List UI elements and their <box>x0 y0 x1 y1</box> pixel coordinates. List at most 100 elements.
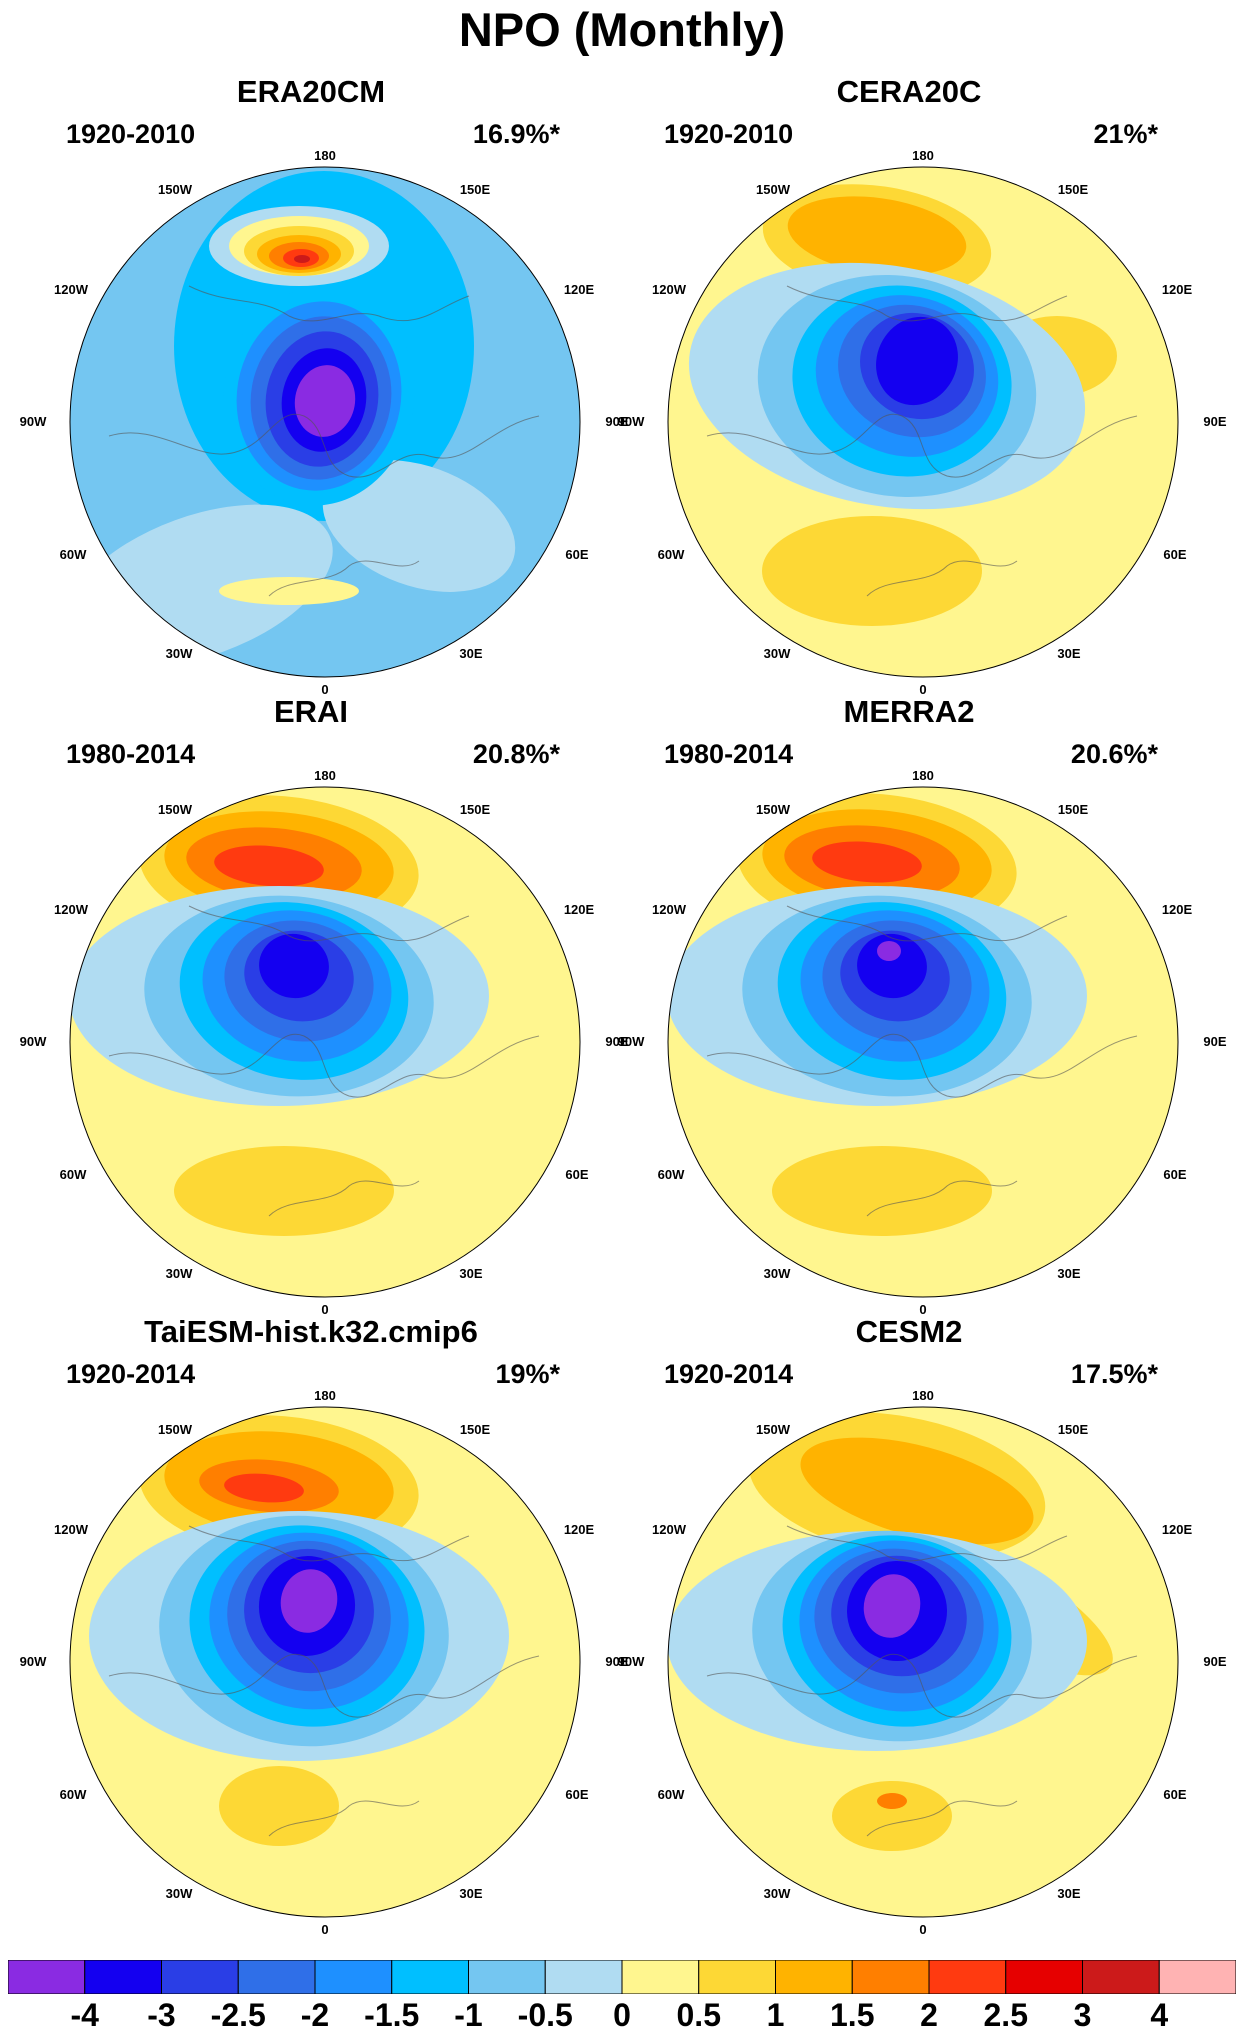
longitude-label: 60E <box>1163 547 1187 562</box>
longitude-label: 60E <box>565 547 589 562</box>
longitude-label: 30E <box>459 646 483 661</box>
colorbar-swatch <box>314 1960 393 1994</box>
colorbar-tick-label: 0.5 <box>676 1997 721 2033</box>
longitude-label: 150E <box>459 802 491 817</box>
contour-region <box>224 1473 304 1503</box>
contour-region <box>219 577 359 605</box>
longitude-label: 150W <box>756 1422 790 1437</box>
colorbar-tick-label: -1.5 <box>364 1997 420 2033</box>
contour-region <box>863 1574 921 1638</box>
panel-variance: 21%* <box>1093 119 1158 149</box>
coastline <box>108 1525 540 1837</box>
longitude-label: 90E <box>605 1034 629 1049</box>
longitude-label: 120W <box>652 282 686 297</box>
colorbar-tick-label: 0 <box>613 1997 631 2033</box>
longitude-label: 150E <box>1057 802 1089 817</box>
longitude-label: 150W <box>158 1422 192 1437</box>
panel-title: MERRA2 <box>843 694 975 729</box>
contour-region <box>219 1766 339 1846</box>
longitude-label: 60W <box>59 1787 87 1802</box>
longitude-label: 120W <box>652 902 686 917</box>
map-panel: ERAI 1980-2014 20.8%* 180 150E 120E 90E 60E 30E 0… <box>0 692 629 1317</box>
longitude-label: 90W <box>617 1654 645 1669</box>
colorbar-swatch <box>621 1960 700 1994</box>
longitude-label: 150W <box>158 802 192 817</box>
colorbar-swatch <box>698 1960 776 1994</box>
contour-region <box>857 933 927 999</box>
coastline <box>108 905 540 1217</box>
colorbar-swatch <box>1158 1960 1236 1994</box>
longitude-label: 0 <box>321 682 329 697</box>
longitude-label: 180 <box>314 768 336 783</box>
coastline <box>108 285 540 597</box>
contour-region <box>772 1146 992 1236</box>
longitude-label: 150W <box>756 182 790 197</box>
longitude-label: 120W <box>652 1522 686 1537</box>
panel-variance: 17.5%* <box>1070 1359 1158 1389</box>
colorbar-tick-label: -2 <box>300 1997 330 2033</box>
colorbar-swatch <box>468 1960 546 1994</box>
map-panel: MERRA2 1980-2014 20.6%* 180 150E 120E 90E 60E 30… <box>598 692 1227 1317</box>
longitude-label: 150W <box>756 802 790 817</box>
coastline <box>706 1525 1138 1837</box>
longitude-label: 180 <box>912 1388 934 1403</box>
colorbar-swatch <box>8 1960 86 1994</box>
polar-map <box>69 1406 581 1918</box>
longitude-label: 0 <box>321 1922 329 1937</box>
colorbar-swatch <box>1005 1960 1083 1994</box>
polar-map <box>69 166 581 678</box>
colorbar-swatch <box>775 1960 853 1994</box>
longitude-label: 120E <box>1161 1522 1193 1537</box>
colorbar-tick-label: -3 <box>147 1997 176 2033</box>
longitude-label: 30W <box>763 1266 791 1281</box>
longitude-label: 60W <box>59 1167 87 1182</box>
longitude-label: 60E <box>1163 1167 1187 1182</box>
longitude-label: 30E <box>459 1266 483 1281</box>
panel-variance: 19%* <box>495 1359 560 1389</box>
contour-region <box>877 941 901 961</box>
longitude-label: 30E <box>1057 1886 1081 1901</box>
longitude-label: 180 <box>912 148 934 163</box>
longitude-label: 60E <box>1163 1787 1187 1802</box>
longitude-label: 90W <box>19 1034 47 1049</box>
polar-map <box>667 786 1179 1298</box>
panel-period: 1920-2014 <box>664 1359 794 1389</box>
longitude-label: 180 <box>912 768 934 783</box>
colorbar <box>8 1960 1236 1994</box>
panel-title: ERA20CM <box>236 74 386 109</box>
map-boundary <box>667 1406 1179 1918</box>
map-boundary <box>667 786 1179 1298</box>
colorbar-swatch <box>391 1960 469 1994</box>
coastline <box>706 905 1138 1217</box>
contour-region <box>294 255 310 263</box>
map-panel: TaiESM-hist.k32.cmip6 1920-2014 19%* 180 150… <box>0 1312 629 1937</box>
colorbar-swatch <box>84 1960 162 1994</box>
longitude-label: 0 <box>919 682 927 697</box>
map-boundary <box>69 1406 581 1918</box>
contour-region <box>877 1793 907 1809</box>
longitude-label: 90E <box>1203 1654 1227 1669</box>
longitude-label: 0 <box>919 1302 927 1317</box>
colorbar-swatch <box>161 1960 239 1994</box>
panel-title: TaiESM-hist.k32.cmip6 <box>144 1314 478 1349</box>
colorbar-tick-label: 3 <box>1073 1997 1092 2033</box>
longitude-label: 0 <box>321 1302 329 1317</box>
longitude-label: 180 <box>314 148 336 163</box>
map-panel: CESM2 1920-2014 17.5%* 180 150E 120E 90E 60E 30E… <box>598 1312 1227 1937</box>
contour-region <box>280 1569 338 1633</box>
contour-region <box>174 1146 394 1236</box>
longitude-label: 30W <box>763 1886 791 1901</box>
longitude-label: 30W <box>165 1886 193 1901</box>
colorbar-swatch <box>1082 1960 1160 1994</box>
panel-variance: 20.8%* <box>472 739 560 769</box>
panel-title: CERA20C <box>836 74 982 109</box>
panel-period: 1980-2014 <box>664 739 794 769</box>
panel-period: 1920-2014 <box>66 1359 196 1389</box>
longitude-label: 150W <box>158 182 192 197</box>
longitude-label: 120W <box>54 282 88 297</box>
panel-period: 1980-2014 <box>66 739 196 769</box>
colorbar-swatch <box>851 1960 930 1994</box>
colorbar-tick-label: 1.5 <box>830 1997 875 2033</box>
map-boundary <box>69 786 581 1298</box>
colorbar-tick-label: 2 <box>920 1997 938 2033</box>
